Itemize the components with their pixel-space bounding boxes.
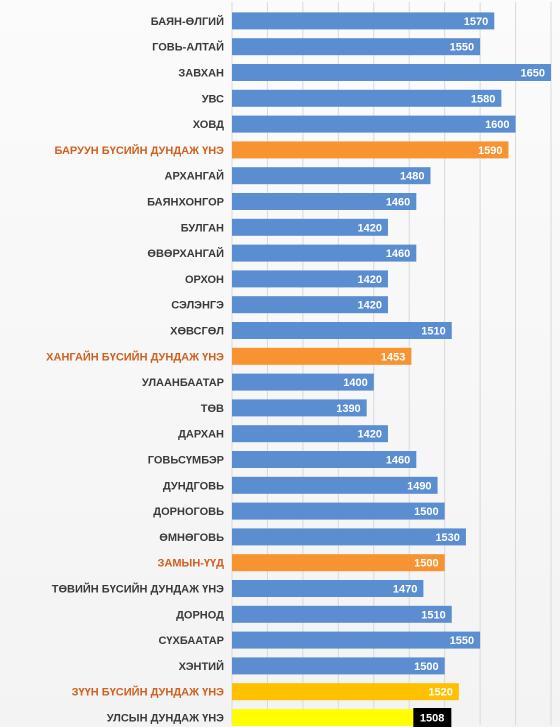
category-label: БУЛГАН (181, 222, 224, 234)
value-label: 1490 (407, 480, 431, 492)
bar (232, 373, 374, 391)
value-label: 1453 (381, 351, 405, 363)
bar (232, 141, 509, 159)
value-label: 1480 (400, 171, 424, 183)
value-label: 1550 (450, 42, 474, 54)
value-label-box (413, 708, 452, 727)
value-label: 1570 (464, 16, 488, 28)
value-label: 1390 (336, 403, 360, 415)
bars (232, 12, 551, 726)
bar (232, 347, 412, 365)
category-label: ӨМНӨГОВЬ (159, 532, 224, 544)
bar (232, 425, 388, 443)
value-label: 1500 (414, 506, 438, 518)
bar (232, 554, 445, 572)
bar (232, 296, 388, 314)
bar (232, 218, 388, 236)
value-label: 1470 (393, 584, 417, 596)
value-label: 1510 (421, 609, 445, 621)
bar (232, 605, 452, 623)
category-label: ТӨВ (201, 403, 224, 415)
category-label: ЗҮҮН БҮСИЙН ДУНДАЖ ҮНЭ (72, 686, 225, 699)
category-label: БАЯНХОНГОР (147, 197, 224, 209)
value-label: 1400 (343, 377, 367, 389)
category-label: УВС (202, 93, 224, 105)
category-label: ХАНГАЙН БҮСИЙН ДУНДАЖ ҮНЭ (46, 350, 224, 363)
bar (232, 89, 502, 107)
bar (232, 580, 424, 597)
value-label: 1510 (421, 326, 445, 338)
value-label: 1600 (485, 119, 509, 131)
value-label: 1580 (471, 93, 495, 105)
bar (232, 115, 516, 133)
value-label: 1500 (414, 661, 438, 673)
bar (232, 657, 445, 675)
category-labels: БАЯН-ӨЛГИЙ ГОВЬ-АЛТАЙ ЗАВХАН УВС ХОВД БАРУУН … (46, 15, 224, 725)
bar (232, 193, 417, 210)
value-label: 1508 (420, 713, 444, 725)
value-label: 1420 (357, 222, 381, 234)
bar (232, 631, 481, 649)
category-label: ДАРХАН (178, 429, 224, 441)
bar (232, 476, 438, 494)
category-label: ДУНДГОВЬ (163, 480, 224, 492)
bar (232, 322, 452, 339)
category-label: СҮХБААТАР (158, 635, 224, 647)
bar (232, 451, 417, 468)
category-label: ДОРНОГОВЬ (153, 506, 224, 518)
bar (232, 683, 459, 701)
bar (232, 244, 417, 262)
value-labels: 1570 1550 1650 1580 1600 1590 1480 1460 1420 1460… (336, 16, 545, 727)
category-label: АРХАНГАЙ (165, 170, 225, 183)
value-label: 1520 (428, 687, 452, 699)
bar (232, 399, 367, 417)
value-label: 1460 (386, 455, 410, 467)
bar (232, 38, 481, 56)
category-label: ХОВД (193, 119, 224, 131)
bar (232, 12, 495, 30)
value-label: 1420 (357, 274, 381, 286)
bar (232, 167, 431, 185)
value-label: 1460 (386, 197, 410, 209)
bar (232, 502, 445, 520)
category-label: УЛСЫН ДУНДАЖ ҮНЭ (107, 713, 224, 725)
category-label: ОРХОН (185, 274, 224, 286)
bar (232, 709, 451, 726)
value-label: 1460 (386, 248, 410, 260)
category-label: ХӨВСГӨЛ (170, 326, 224, 338)
category-label: ДОРНОД (176, 609, 224, 621)
category-label: ЗАМЫН-ҮҮД (158, 558, 225, 570)
category-label: ӨВӨРХАНГАЙ (147, 247, 224, 260)
category-label: ГОВЬСҮМБЭР (148, 455, 224, 467)
category-label: ТӨВИЙН БҮСИЙН ДУНДАЖ ҮНЭ (52, 583, 224, 596)
bar (232, 270, 388, 288)
category-label: УЛААНБААТАР (142, 377, 224, 389)
value-label: 1500 (414, 558, 438, 570)
bar (232, 64, 551, 81)
value-label: 1590 (478, 145, 502, 157)
category-label: ЗАВХАН (178, 68, 224, 80)
category-label: ХЭНТИЙ (179, 660, 224, 673)
category-label: ГОВЬ-АЛТАЙ (152, 41, 224, 54)
category-label: БАРУУН БҮСИЙН ДУНДАЖ ҮНЭ (54, 144, 224, 157)
category-label: БАЯН-ӨЛГИЙ (151, 15, 224, 28)
value-label: 1650 (521, 68, 545, 80)
value-label: 1530 (435, 532, 459, 544)
category-label: СЭЛЭНГЭ (171, 300, 224, 312)
bar (232, 528, 466, 546)
value-label: 1420 (357, 300, 381, 312)
value-label: 1550 (450, 635, 474, 647)
value-label: 1420 (357, 429, 381, 441)
